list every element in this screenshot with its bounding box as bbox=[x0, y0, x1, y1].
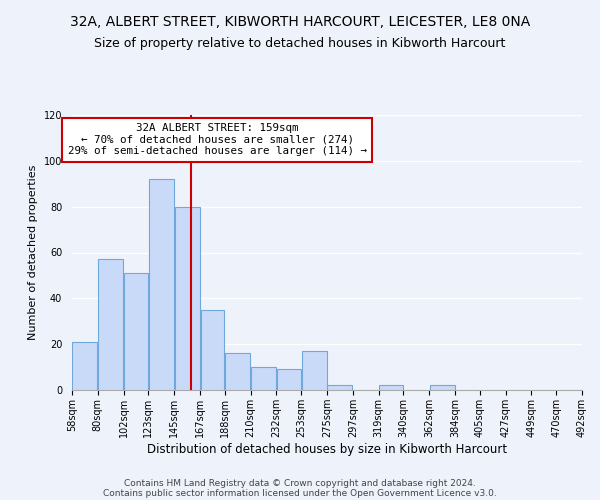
Bar bbox=[379, 386, 403, 390]
Bar bbox=[225, 354, 250, 390]
Bar bbox=[175, 206, 200, 390]
Y-axis label: Number of detached properties: Number of detached properties bbox=[28, 165, 38, 340]
Bar bbox=[430, 386, 455, 390]
Bar bbox=[73, 342, 97, 390]
Text: Contains public sector information licensed under the Open Government Licence v3: Contains public sector information licen… bbox=[103, 488, 497, 498]
Bar bbox=[124, 273, 148, 390]
Bar bbox=[328, 386, 352, 390]
Text: Size of property relative to detached houses in Kibworth Harcourt: Size of property relative to detached ho… bbox=[94, 38, 506, 51]
X-axis label: Distribution of detached houses by size in Kibworth Harcourt: Distribution of detached houses by size … bbox=[147, 442, 507, 456]
Text: Contains HM Land Registry data © Crown copyright and database right 2024.: Contains HM Land Registry data © Crown c… bbox=[124, 478, 476, 488]
Bar bbox=[277, 370, 301, 390]
Text: 32A, ALBERT STREET, KIBWORTH HARCOURT, LEICESTER, LE8 0NA: 32A, ALBERT STREET, KIBWORTH HARCOURT, L… bbox=[70, 15, 530, 29]
Bar bbox=[251, 367, 276, 390]
Bar bbox=[302, 351, 326, 390]
Bar bbox=[200, 310, 224, 390]
Text: 32A ALBERT STREET: 159sqm
← 70% of detached houses are smaller (274)
29% of semi: 32A ALBERT STREET: 159sqm ← 70% of detac… bbox=[68, 123, 367, 156]
Bar bbox=[98, 260, 123, 390]
Bar bbox=[149, 179, 174, 390]
